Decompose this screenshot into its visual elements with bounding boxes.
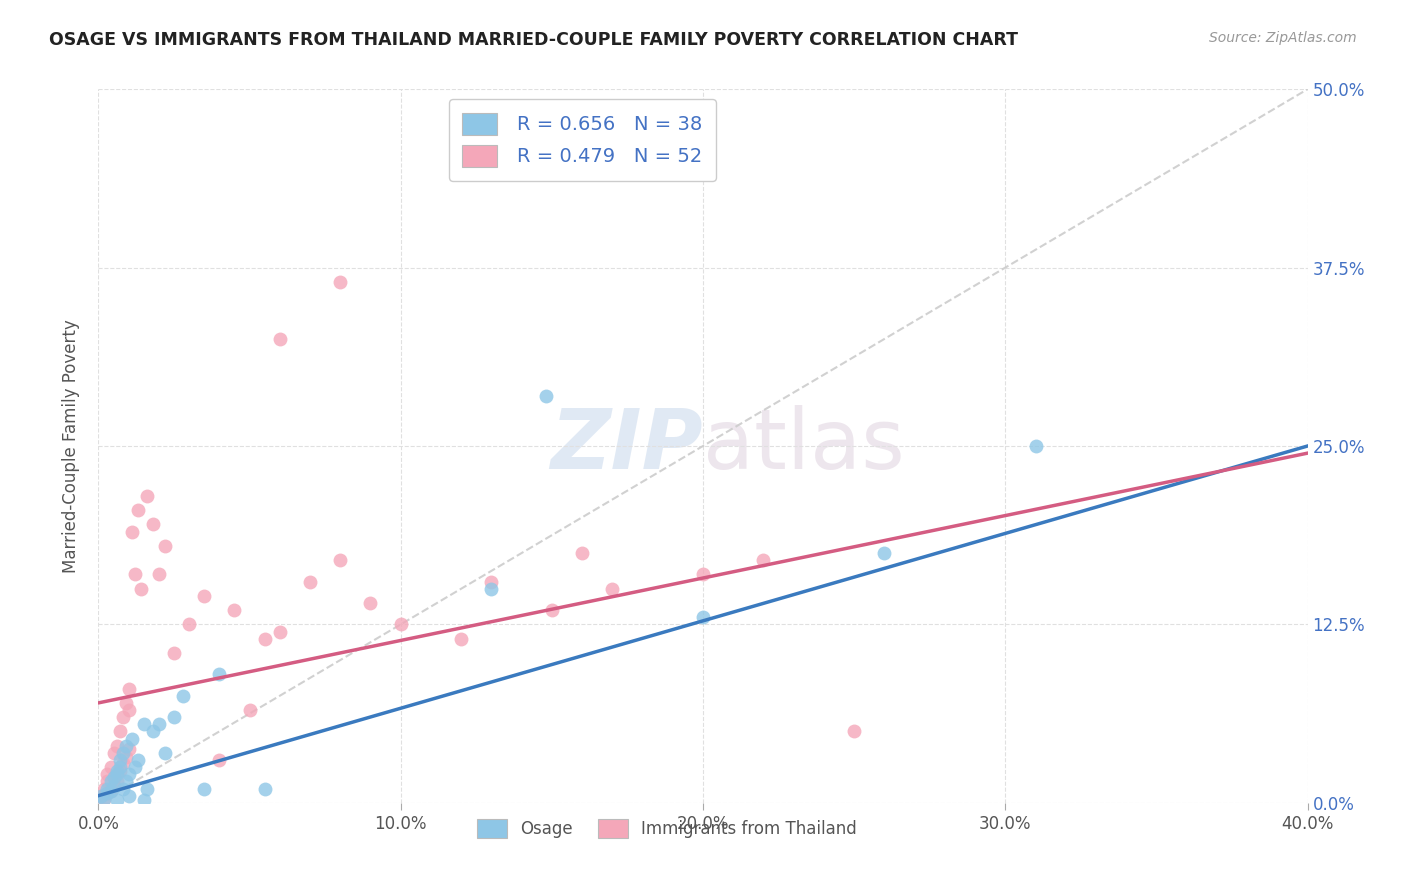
Point	[100, 784, 122, 798]
Point	[93, 781, 115, 796]
Point	[105, 764, 128, 779]
Point	[93, 791, 115, 805]
Point	[118, 681, 141, 696]
Point	[844, 724, 866, 739]
Point	[179, 617, 201, 632]
Point	[148, 717, 170, 731]
Point	[96, 767, 118, 781]
Point	[571, 546, 593, 560]
Point	[111, 746, 134, 760]
Point	[114, 696, 136, 710]
Point	[132, 717, 155, 731]
Point	[172, 689, 194, 703]
Point	[132, 793, 155, 807]
Point	[534, 389, 557, 403]
Point	[873, 546, 896, 560]
Point	[121, 524, 143, 539]
Point	[299, 574, 322, 589]
Point	[692, 567, 714, 582]
Point	[118, 741, 141, 756]
Point	[360, 596, 382, 610]
Point	[148, 567, 170, 582]
Point	[127, 753, 149, 767]
Point	[90, 789, 112, 803]
Point	[135, 489, 157, 503]
Point	[93, 791, 115, 805]
Point	[481, 582, 503, 596]
Point	[90, 789, 112, 803]
Point	[108, 724, 131, 739]
Y-axis label: Married-Couple Family Poverty: Married-Couple Family Poverty	[62, 319, 80, 573]
Text: OSAGE VS IMMIGRANTS FROM THAILAND MARRIED-COUPLE FAMILY POVERTY CORRELATION CHAR: OSAGE VS IMMIGRANTS FROM THAILAND MARRIE…	[49, 31, 1018, 49]
Point	[105, 793, 128, 807]
Point	[269, 332, 291, 346]
Point	[193, 781, 215, 796]
Point	[118, 789, 141, 803]
Point	[208, 753, 231, 767]
Point	[163, 646, 186, 660]
Point	[114, 750, 136, 764]
Point	[103, 770, 125, 784]
Point	[100, 774, 122, 789]
Point	[253, 781, 276, 796]
Point	[105, 739, 128, 753]
Point	[153, 539, 176, 553]
Point	[111, 710, 134, 724]
Point	[108, 753, 131, 767]
Point	[111, 781, 134, 796]
Point	[103, 770, 125, 784]
Point	[114, 774, 136, 789]
Point	[100, 760, 122, 774]
Legend: Osage, Immigrants from Thailand: Osage, Immigrants from Thailand	[470, 812, 863, 845]
Point	[124, 760, 146, 774]
Point	[118, 703, 141, 717]
Point	[329, 275, 352, 289]
Point	[96, 786, 118, 800]
Point	[124, 567, 146, 582]
Point	[103, 779, 125, 793]
Point	[135, 781, 157, 796]
Point	[163, 710, 186, 724]
Point	[127, 503, 149, 517]
Point	[142, 517, 165, 532]
Point	[96, 774, 118, 789]
Point	[752, 553, 775, 567]
Point	[118, 767, 141, 781]
Text: atlas: atlas	[703, 406, 904, 486]
Point	[153, 746, 176, 760]
Point	[208, 667, 231, 681]
Point	[103, 779, 125, 793]
Point	[129, 582, 152, 596]
Point	[111, 756, 134, 770]
Point	[96, 786, 118, 800]
Point	[108, 764, 131, 779]
Point	[114, 739, 136, 753]
Point	[450, 632, 472, 646]
Point	[121, 731, 143, 746]
Point	[481, 574, 503, 589]
Text: ZIP: ZIP	[550, 406, 703, 486]
Point	[253, 632, 276, 646]
Point	[142, 724, 165, 739]
Point	[389, 617, 412, 632]
Point	[105, 767, 128, 781]
Text: Source: ZipAtlas.com: Source: ZipAtlas.com	[1209, 31, 1357, 45]
Point	[96, 781, 118, 796]
Point	[269, 624, 291, 639]
Point	[224, 603, 246, 617]
Point	[329, 553, 352, 567]
Point	[100, 784, 122, 798]
Point	[108, 760, 131, 774]
Point	[692, 610, 714, 624]
Point	[239, 703, 262, 717]
Point	[540, 603, 562, 617]
Point	[103, 746, 125, 760]
Point	[602, 582, 624, 596]
Point	[105, 774, 128, 789]
Point	[1024, 439, 1046, 453]
Point	[193, 589, 215, 603]
